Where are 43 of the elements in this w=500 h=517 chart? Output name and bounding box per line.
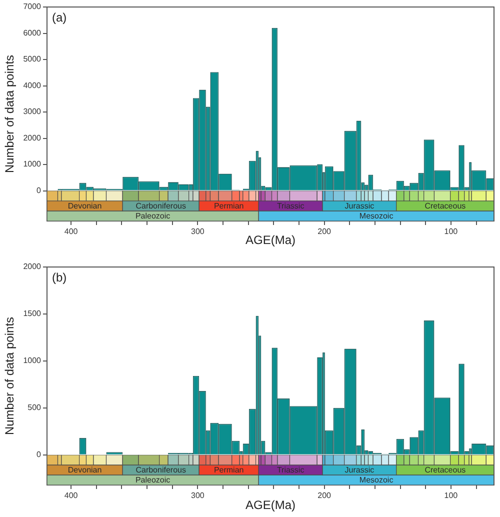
band-label: Cretaceous (424, 202, 466, 211)
band-label: Devonian (68, 466, 102, 475)
y-tick-label: 0 (36, 450, 42, 460)
x-tick-label: 100 (444, 227, 458, 236)
y-tick-label: 2000 (23, 262, 42, 272)
x-tick-label: 400 (64, 491, 78, 500)
y-tick-label: 3000 (23, 107, 42, 116)
y-tick-label: 1000 (23, 160, 42, 169)
chart-title: (b) (52, 270, 67, 284)
x-tick-label: 300 (191, 491, 205, 500)
y-tick-label: 500 (28, 403, 42, 412)
band-label: Jurassic (344, 202, 374, 211)
band-label: Triassic (276, 202, 304, 211)
band-label: Permian (214, 202, 244, 211)
band-label: Cretaceous (424, 466, 466, 475)
band-label: Mesozoic (359, 212, 394, 221)
x-tick-label: 300 (191, 227, 205, 236)
y-tick-label: 5000 (23, 54, 42, 64)
chart-title: (a) (52, 10, 67, 24)
y-axis-title: Number of data points (2, 54, 17, 174)
y-tick-label: 4000 (23, 80, 42, 90)
x-tick-label: 200 (318, 491, 332, 500)
y-tick-label: 0 (36, 186, 42, 196)
band-label: Devonian (68, 202, 102, 211)
band-label: Carboniferous (136, 466, 186, 475)
band-label: Jurassic (344, 466, 374, 475)
y-axis-title: Number of data points (2, 316, 17, 436)
band-label: Paleozoic (135, 476, 170, 485)
y-tick-label: 1500 (23, 309, 42, 318)
x-axis-title: AGE(Ma) (245, 233, 296, 248)
band-label: Permian (214, 466, 244, 475)
band-label: Carboniferous (136, 202, 186, 211)
y-tick-label: 6000 (23, 28, 42, 38)
band-label: Triassic (276, 466, 304, 475)
y-tick-label: 7000 (23, 2, 42, 12)
x-tick-label: 400 (64, 227, 78, 236)
x-axis-title: AGE(Ma) (245, 498, 296, 512)
x-tick-label: 200 (318, 227, 332, 236)
band-label: Paleozoic (135, 212, 170, 221)
band-label: Mesozoic (359, 476, 394, 485)
y-tick-label: 2000 (23, 133, 42, 142)
y-tick-label: 1000 (23, 356, 42, 366)
x-tick-label: 100 (444, 491, 458, 500)
